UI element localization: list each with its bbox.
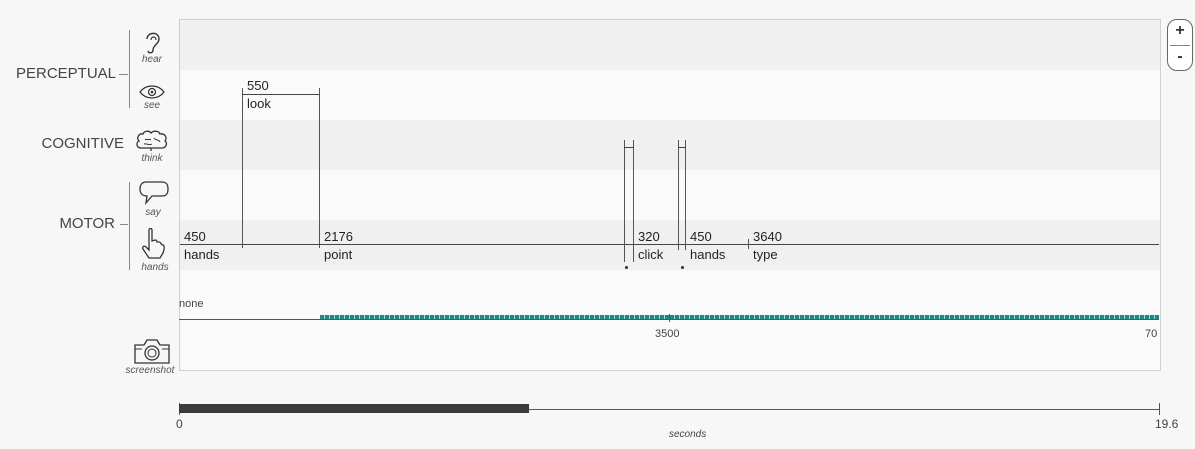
scrubber-end-tick xyxy=(1159,403,1160,415)
think-operator-start xyxy=(678,140,679,250)
group-label-motor: MOTOR xyxy=(59,215,115,232)
scrubber-track[interactable] xyxy=(179,409,1159,410)
hands2-operator-end xyxy=(748,239,749,249)
zoom-out-button[interactable]: - xyxy=(1177,48,1183,65)
scrubber-start-label: 0 xyxy=(176,417,183,431)
click-duration: 320 xyxy=(638,229,660,244)
scrubber-progress[interactable] xyxy=(179,404,529,413)
row-label-hands: hands xyxy=(141,262,169,273)
think-operator-start xyxy=(624,140,625,262)
think-operator-bar xyxy=(624,147,634,148)
point-label: point xyxy=(324,247,353,262)
hands2-label: hands xyxy=(690,247,726,262)
think-operator-end xyxy=(685,140,686,250)
click-label: click xyxy=(638,247,664,262)
timeline-panel xyxy=(179,19,1161,371)
group-bracket xyxy=(129,30,130,108)
row-label-see: see xyxy=(143,100,161,111)
think-band xyxy=(180,120,1160,170)
hands-track-line xyxy=(180,244,1159,245)
hear-band xyxy=(180,20,1160,70)
group-label-perceptual: PERCEPTUAL xyxy=(16,65,117,82)
pointing-hand-icon xyxy=(142,228,165,259)
row-label-screenshot: screenshot xyxy=(125,365,175,376)
hands1-duration: 450 xyxy=(184,229,206,244)
group-bracket xyxy=(129,182,130,270)
look-operator-start xyxy=(242,88,243,248)
screenshot-tick xyxy=(669,314,670,322)
speech-bubble-icon xyxy=(139,181,169,206)
look-duration: 550 xyxy=(247,78,269,93)
screenshot-frames-bar[interactable] xyxy=(320,315,1159,319)
look-operator-bar xyxy=(242,94,319,95)
screenshot-state-label: none xyxy=(179,298,204,310)
screenshot-tick-label: 70 xyxy=(1145,328,1158,340)
camera-icon xyxy=(134,339,170,364)
hands1-label: hands xyxy=(184,247,220,262)
screenshot-tick-label: 3500 xyxy=(655,328,680,340)
look-operator-end xyxy=(319,88,320,248)
screenshot-track-line xyxy=(320,319,1159,320)
point-duration: 2176 xyxy=(324,229,353,244)
scrubber-unit-label: seconds xyxy=(669,429,707,440)
row-label-say: say xyxy=(145,207,161,218)
event-marker xyxy=(681,266,684,269)
zoom-control: + - xyxy=(1167,19,1193,71)
look-label: look xyxy=(247,96,271,111)
group-connector xyxy=(120,224,128,225)
ear-icon xyxy=(146,32,160,54)
eye-icon xyxy=(139,85,165,99)
hands2-duration: 450 xyxy=(690,229,712,244)
think-operator-bar xyxy=(678,147,686,148)
brain-icon xyxy=(136,130,168,151)
event-marker xyxy=(625,266,628,269)
think-operator-end xyxy=(633,140,634,262)
type-label: type xyxy=(753,247,778,262)
zoom-in-button[interactable]: + xyxy=(1175,22,1185,39)
row-label-hear: hear xyxy=(141,54,162,65)
row-label-think: think xyxy=(141,153,163,164)
hands-band xyxy=(180,220,1160,270)
zoom-divider xyxy=(1170,45,1190,46)
screenshot-track-line xyxy=(179,319,320,320)
scrubber-end-label: 19.6 xyxy=(1155,417,1179,431)
group-label-cognitive: COGNITIVE xyxy=(41,135,124,152)
type-duration: 3640 xyxy=(753,229,782,244)
group-connector xyxy=(119,74,128,75)
